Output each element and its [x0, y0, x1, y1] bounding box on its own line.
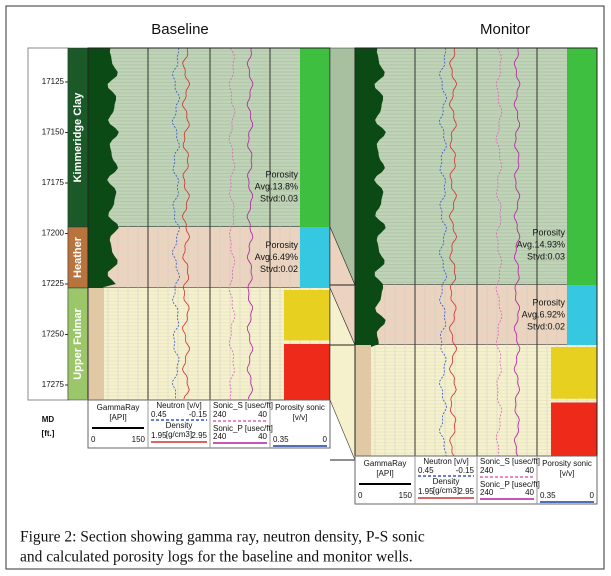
- header-text: 240: [213, 410, 227, 419]
- depth-tick-label: 17200: [42, 229, 65, 238]
- header-text: [API]: [376, 469, 393, 478]
- zone-background: [88, 48, 330, 227]
- header-text: 240: [480, 466, 494, 475]
- header-text: 2.95: [191, 431, 207, 440]
- annotation: Porosity: [265, 240, 298, 250]
- caption: Figure 2: Section showing gamma ray, neu…: [20, 529, 425, 546]
- header-text: 40: [258, 410, 267, 419]
- header-text: [v/v]: [293, 413, 308, 422]
- depth-label: MD: [42, 415, 55, 424]
- log-curve: [438, 47, 448, 460]
- header-text: 150: [132, 435, 146, 444]
- porosity-fill: [567, 285, 597, 345]
- porosity-fill: [567, 48, 597, 285]
- header-text: 240: [213, 432, 227, 441]
- porosity-fill: [284, 344, 330, 400]
- header-text: [v/v]: [560, 469, 575, 478]
- porosity-fill: [551, 402, 597, 460]
- header-text: 0: [91, 435, 96, 444]
- annotation: Avg.6.49%: [255, 252, 298, 262]
- header-text: [API]: [109, 413, 126, 422]
- annotation: Porosity: [532, 227, 565, 237]
- header-box: [354, 455, 598, 505]
- annotation: Avg.14.93%: [517, 239, 565, 249]
- porosity-fill: [300, 227, 330, 288]
- gamma-fill: [88, 288, 104, 400]
- header-text: 0: [590, 491, 595, 500]
- depth-tick-label: 17250: [42, 330, 65, 339]
- header-text: 0: [323, 435, 328, 444]
- header-text: Neutron [v/v]: [156, 401, 201, 410]
- annotation: Porosity: [265, 169, 298, 179]
- log-curve: [495, 47, 503, 460]
- header-text: 150: [399, 491, 413, 500]
- header-text: -0.15: [456, 466, 475, 475]
- header-text: 0.45: [418, 466, 434, 475]
- annotation: Stvd:0.03: [260, 193, 298, 203]
- formation-name: Heather: [72, 236, 84, 278]
- porosity-fill: [284, 290, 330, 341]
- header-text: Porosity sonic: [275, 403, 325, 412]
- depth-tick-label: 17175: [42, 178, 65, 187]
- porosity-fill: [551, 347, 597, 399]
- header-text: Sonic_S [usec/ft]: [213, 401, 273, 410]
- header-text: 40: [525, 488, 534, 497]
- annotation: Avg.6.92%: [522, 309, 565, 319]
- header-text: Sonic_P [usec/ft]: [480, 480, 540, 489]
- header-text: 2.95: [458, 487, 474, 496]
- header-text: GammaRay: [364, 459, 407, 468]
- annotation: Stvd:0.02: [260, 264, 298, 274]
- header-text: Porosity sonic: [542, 459, 592, 468]
- header-text: 0.35: [540, 491, 556, 500]
- log-curve: [513, 48, 521, 460]
- header-text: Neutron [v/v]: [423, 457, 468, 466]
- header-text: 240: [480, 488, 494, 497]
- header-text: 40: [525, 466, 534, 475]
- depth-label: [ft.]: [42, 429, 55, 438]
- header-text: Density: [433, 477, 460, 486]
- log-curve: [246, 48, 254, 400]
- depth-tick-label: 17125: [42, 77, 65, 86]
- header-text: [g/cm3]: [166, 430, 192, 439]
- header-text: 1.95: [418, 487, 434, 496]
- log-curve: [181, 48, 191, 400]
- header-text: 1.95: [151, 431, 167, 440]
- formation-name: Kimmeridge Clay: [72, 92, 84, 183]
- formation-name: Upper Fulmar: [72, 308, 84, 380]
- header-text: [g/cm3]: [433, 486, 459, 495]
- header-text: 0.35: [273, 435, 289, 444]
- annotation: Stvd:0.02: [527, 321, 565, 331]
- header-text: Density: [166, 421, 193, 430]
- header-text: GammaRay: [97, 403, 140, 412]
- annotation: Avg.13.8%: [255, 181, 298, 191]
- header-text: 0: [358, 491, 363, 500]
- caption: and calculated porosity logs for the bas…: [20, 549, 413, 566]
- gamma-fill: [355, 345, 371, 460]
- depth-column: [27, 47, 69, 401]
- header-text: -0.15: [189, 410, 208, 419]
- header-box: [87, 399, 331, 449]
- header-text: Sonic_P [usec/ft]: [213, 424, 273, 433]
- annotation: Stvd:0.03: [527, 251, 565, 261]
- annotation: Porosity: [532, 297, 565, 307]
- log-curve: [228, 47, 236, 400]
- panel-title: Baseline: [151, 21, 209, 38]
- depth-tick-label: 17150: [42, 128, 65, 137]
- depth-tick-label: 17275: [42, 380, 65, 389]
- log-curve: [448, 48, 458, 460]
- header-text: 40: [258, 432, 267, 441]
- porosity-fill: [300, 48, 330, 227]
- header-text: 0.45: [151, 410, 167, 419]
- panel-title: Monitor: [480, 21, 530, 38]
- depth-tick-label: 17225: [42, 279, 65, 288]
- header-text: Sonic_S [usec/ft]: [480, 457, 540, 466]
